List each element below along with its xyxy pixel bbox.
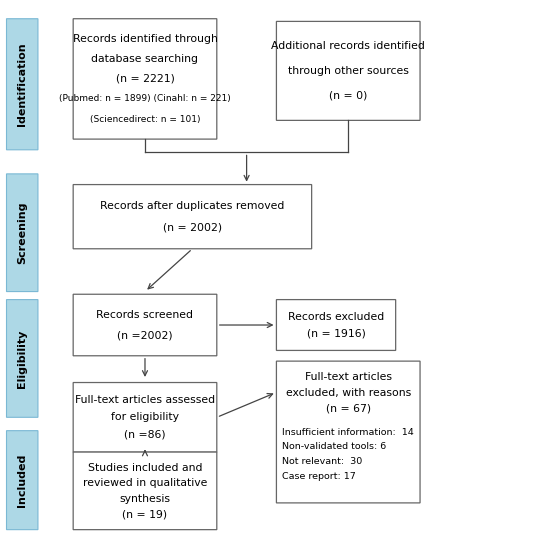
Text: reviewed in qualitative: reviewed in qualitative <box>83 478 207 488</box>
FancyBboxPatch shape <box>276 21 420 120</box>
Text: database searching: database searching <box>92 54 198 64</box>
FancyBboxPatch shape <box>7 431 38 530</box>
Text: Identification: Identification <box>17 42 27 126</box>
Text: Additional records identified: Additional records identified <box>272 41 425 51</box>
Text: (n =2002): (n =2002) <box>117 330 173 340</box>
Text: excluded, with reasons: excluded, with reasons <box>286 388 411 398</box>
FancyBboxPatch shape <box>7 300 38 417</box>
FancyBboxPatch shape <box>276 361 420 503</box>
FancyBboxPatch shape <box>73 19 217 139</box>
Text: (n = 1916): (n = 1916) <box>307 328 365 339</box>
Text: Eligibility: Eligibility <box>17 329 27 388</box>
FancyBboxPatch shape <box>7 19 38 150</box>
FancyBboxPatch shape <box>73 452 217 530</box>
Text: (Sciencedirect: n = 101): (Sciencedirect: n = 101) <box>90 114 200 124</box>
FancyBboxPatch shape <box>73 185 312 249</box>
Text: Records excluded: Records excluded <box>288 311 384 322</box>
Text: Not relevant:  30: Not relevant: 30 <box>282 457 362 467</box>
Text: for eligibility: for eligibility <box>111 412 179 422</box>
Text: Insufficient information:  14: Insufficient information: 14 <box>282 427 414 437</box>
Text: (n =86): (n =86) <box>124 430 166 440</box>
Text: (n = 2002): (n = 2002) <box>163 223 222 232</box>
FancyBboxPatch shape <box>73 383 217 452</box>
Text: Non-validated tools: 6: Non-validated tools: 6 <box>282 442 386 452</box>
Text: through other sources: through other sources <box>288 66 409 76</box>
Text: Records screened: Records screened <box>96 310 193 320</box>
Text: (n = 2221): (n = 2221) <box>115 74 175 84</box>
Text: (n = 19): (n = 19) <box>122 509 167 519</box>
Text: Case report: 17: Case report: 17 <box>282 472 356 482</box>
Text: (n = 67): (n = 67) <box>326 403 371 414</box>
FancyBboxPatch shape <box>73 294 217 356</box>
Text: Included: Included <box>17 454 27 507</box>
Text: Records after duplicates removed: Records after duplicates removed <box>100 201 285 211</box>
FancyBboxPatch shape <box>7 174 38 292</box>
Text: (Pubmed: n = 1899) (Cinahl: n = 221): (Pubmed: n = 1899) (Cinahl: n = 221) <box>59 95 231 103</box>
FancyBboxPatch shape <box>276 300 396 350</box>
Text: (n = 0): (n = 0) <box>329 90 367 101</box>
Text: Full-text articles assessed: Full-text articles assessed <box>75 395 215 405</box>
Text: Full-text articles: Full-text articles <box>305 372 392 382</box>
Text: synthesis: synthesis <box>119 494 171 503</box>
Text: Records identified through: Records identified through <box>73 34 217 44</box>
Text: Screening: Screening <box>17 202 27 264</box>
Text: Studies included and: Studies included and <box>88 463 202 472</box>
